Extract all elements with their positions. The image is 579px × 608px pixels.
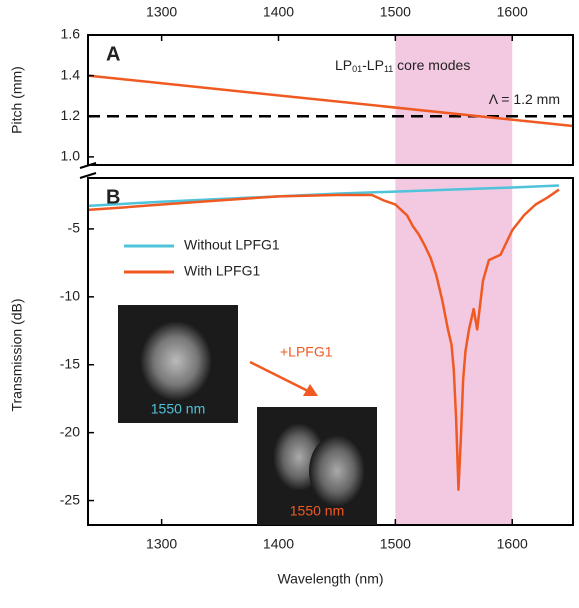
y-tick-label: 1.2 xyxy=(61,107,81,123)
reference-label: Λ = 1.2 mm xyxy=(489,91,560,107)
annotation-part: 01 xyxy=(352,64,362,74)
panel-label: A xyxy=(106,43,120,65)
panel-label: B xyxy=(106,186,120,208)
x-tick-label: 1600 xyxy=(497,4,528,20)
axis-break xyxy=(79,162,97,179)
x-tick-label: 1300 xyxy=(146,536,177,552)
highlight-span xyxy=(395,35,513,165)
y-tick-label: -10 xyxy=(60,288,80,304)
x-axis-label: Wavelength (nm) xyxy=(277,571,383,587)
x-tick-label: 1600 xyxy=(497,536,528,552)
line-series xyxy=(87,184,560,208)
axis-break-gap xyxy=(84,166,92,177)
y-tick-label: -25 xyxy=(60,491,80,507)
arrow-label: +LPFG1 xyxy=(280,344,333,360)
x-tick-label: 1400 xyxy=(263,536,294,552)
y-tick-label: -5 xyxy=(68,220,81,236)
x-tick-label: 1400 xyxy=(263,4,294,20)
mode-lobe xyxy=(309,435,365,507)
y-tick-label: -15 xyxy=(60,355,80,371)
inset-label: 1550 nm xyxy=(290,503,344,519)
x-tick-label: 1500 xyxy=(380,4,411,20)
arrow-shaft xyxy=(249,360,313,395)
line-series xyxy=(87,74,574,128)
annotation-part: 11 xyxy=(384,64,393,74)
x-tick-label: 1500 xyxy=(380,536,411,552)
y-axis-label: Pitch (mm) xyxy=(9,66,25,134)
y-tick-label: 1.0 xyxy=(61,148,81,164)
plot-frame xyxy=(87,34,574,166)
inset-label: 1550 nm xyxy=(151,401,205,417)
x-tick-label: 1300 xyxy=(146,4,177,20)
y-tick-label: 1.4 xyxy=(61,66,81,82)
highlight-span xyxy=(395,178,513,525)
line-series xyxy=(87,188,560,491)
annotation-part: -LP xyxy=(362,57,384,73)
legend-label: With LPFG1 xyxy=(184,263,260,279)
annotation-part: LP xyxy=(335,57,352,73)
arrow-head xyxy=(303,384,318,396)
y-tick-label: -20 xyxy=(60,423,80,439)
annotation-part: core modes xyxy=(393,57,470,73)
y-axis-label: Transmission (dB) xyxy=(9,298,25,411)
legend-label: Without LPFG1 xyxy=(184,237,280,253)
mode-spot xyxy=(140,321,212,401)
y-tick-label: 1.6 xyxy=(61,26,81,42)
annotation: LP01-LP11 core modes xyxy=(335,57,470,75)
